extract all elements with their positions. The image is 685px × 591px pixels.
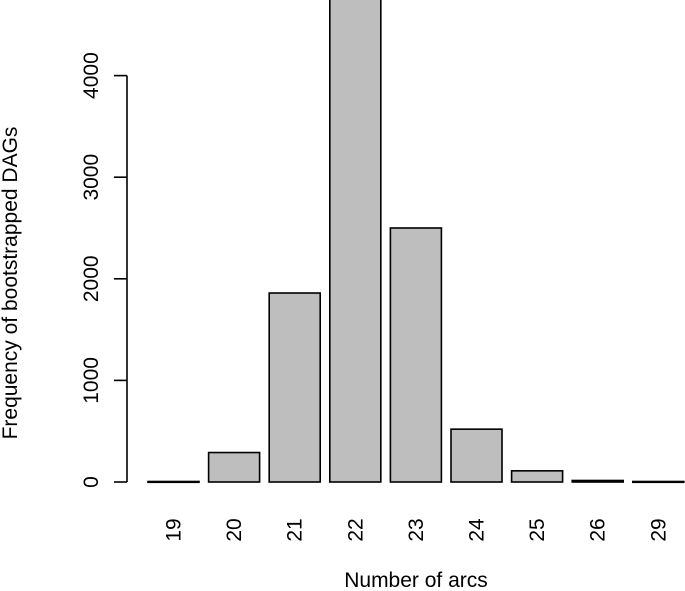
x-tick-label-23: 23	[405, 518, 428, 541]
bar-26	[571, 479, 625, 483]
x-tick-label-19: 19	[163, 518, 186, 541]
x-tick-label-20: 20	[223, 518, 246, 541]
bar-25	[510, 470, 564, 483]
bar-22	[328, 0, 382, 483]
x-axis-title: Number of arcs	[344, 569, 488, 591]
bar-24	[450, 428, 503, 483]
x-tick-label-26: 26	[587, 518, 610, 541]
bar-20	[207, 451, 261, 483]
bar-29	[631, 480, 685, 484]
bar-19	[147, 480, 200, 484]
x-tick-label-25: 25	[526, 518, 549, 541]
y-tick-label-1000: 1000	[80, 357, 103, 404]
y-axis-title: Frequency of bootstrapped DAGs	[0, 127, 22, 440]
x-tick-label-24: 24	[466, 518, 489, 542]
bars-group	[147, 0, 685, 484]
y-tick-label-2000: 2000	[80, 255, 103, 302]
x-tick-label-22: 22	[344, 518, 367, 541]
y-axis: 0 1000 2000 3000 4000	[80, 52, 128, 488]
x-axis-tick-labels: 19 20 21 22 23 24 25 26 29	[163, 518, 671, 542]
x-tick-label-21: 21	[284, 518, 307, 541]
bar-23	[389, 227, 443, 483]
bar-21	[268, 292, 322, 483]
y-tick-label-0: 0	[80, 476, 103, 488]
y-tick-label-3000: 3000	[80, 154, 103, 201]
x-tick-label-29: 29	[647, 518, 670, 541]
y-tick-label-4000: 4000	[80, 52, 103, 99]
